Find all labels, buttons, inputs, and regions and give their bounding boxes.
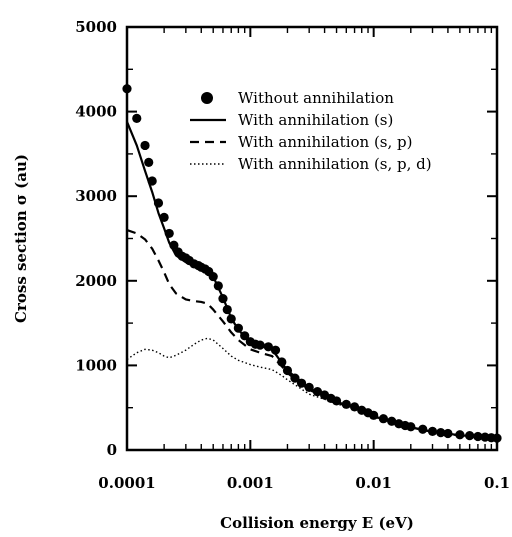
y-axis-title: Cross section σ (au): [12, 154, 30, 323]
y-tick-label: 4000: [75, 103, 117, 121]
legend: Without annihilation With annihilation (s…: [190, 89, 432, 173]
data-point: [132, 113, 142, 123]
y-tick-label: 2000: [75, 272, 117, 290]
legend-label: With annihilation (s, p): [238, 133, 413, 151]
data-point: [122, 84, 132, 94]
x-tick-label: 0.1: [484, 474, 510, 492]
data-point: [140, 140, 150, 151]
data-point: [144, 157, 154, 167]
x-tick-label: 0.01: [355, 474, 392, 492]
series-line-solid: [125, 121, 498, 440]
legend-label: With annihilation (s): [238, 111, 393, 129]
legend-label: Without annihilation: [238, 89, 394, 107]
y-tick-label: 3000: [75, 187, 117, 205]
legend-label: With annihilation (s, p, d): [238, 155, 432, 173]
y-tick-label: 1000: [75, 356, 117, 374]
legend-marker: [201, 92, 213, 104]
series-line-dashed: [126, 229, 498, 440]
y-tick-label: 0: [107, 441, 117, 459]
series-group: [122, 84, 502, 443]
y-tick-label: 5000: [75, 18, 117, 36]
axes: 0.0001 0.001 0.01 0.1 0 1000 2000 3000 4000 5000 C…: [12, 18, 510, 532]
x-tick-label: 0.0001: [98, 474, 155, 492]
x-axis-title: Collision energy E (eV): [220, 514, 414, 532]
x-tick-label: 0.001: [227, 474, 274, 492]
